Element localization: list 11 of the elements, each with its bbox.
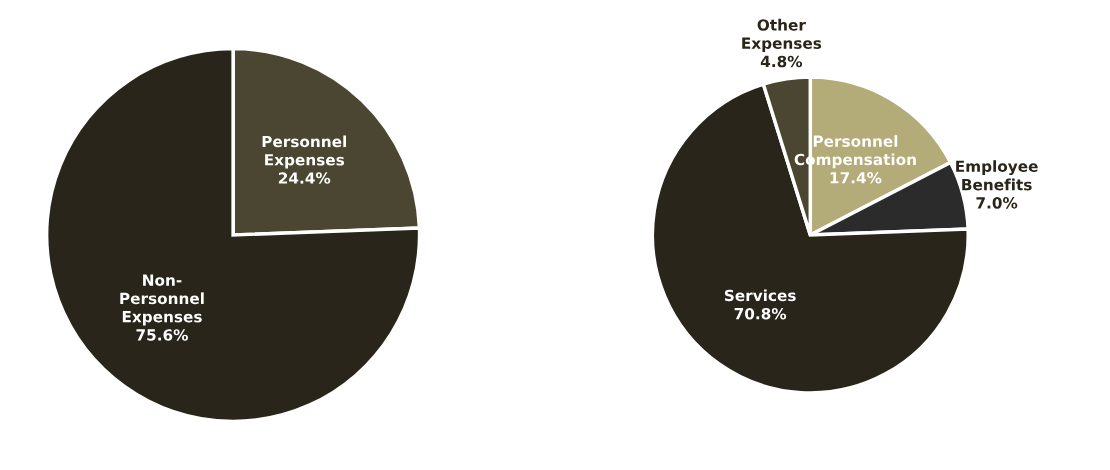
data-label: 17.4% <box>830 171 882 184</box>
slice-label: Employee Benefits <box>956 160 1038 191</box>
data-label: 7.0% <box>976 197 1018 209</box>
slice-label: Services <box>724 289 796 302</box>
data-label: 70.8% <box>734 307 787 320</box>
slice-label: Other Expenses <box>742 18 822 52</box>
data-label: 24.4% <box>278 172 331 184</box>
slice-label: Personnel Expenses <box>262 135 346 169</box>
data-label: 4.8% <box>760 55 803 68</box>
data-label: 75.6% <box>136 329 188 341</box>
slice-label: Non- Personnel Expenses <box>120 274 204 326</box>
